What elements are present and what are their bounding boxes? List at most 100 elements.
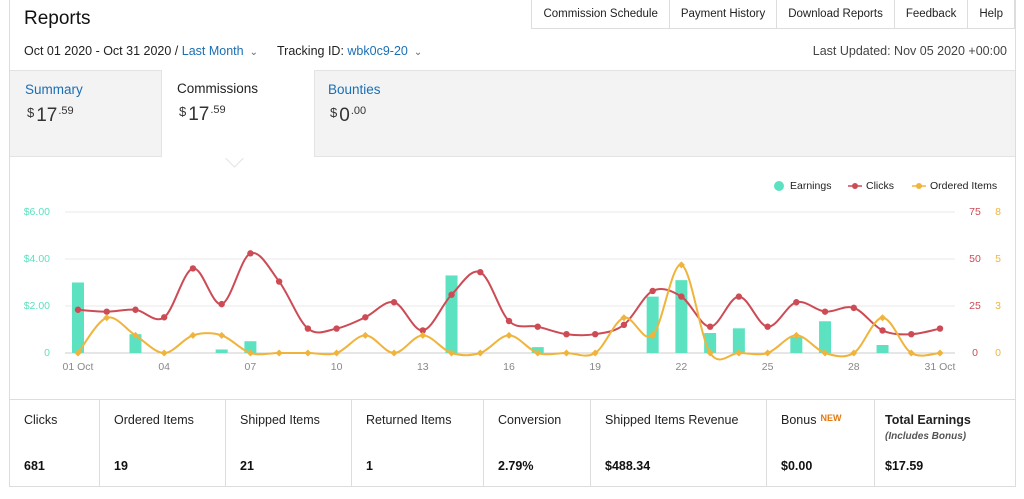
caret-icon: ⌄	[413, 47, 423, 58]
y-tick-label: 0	[44, 347, 50, 359]
point	[477, 268, 484, 276]
legend-swatch	[916, 183, 922, 189]
bar	[790, 337, 803, 353]
point	[562, 349, 570, 357]
x-tick-label: 16	[503, 361, 515, 373]
header-buttons: Commission Schedule Payment History Downlo…	[531, 0, 1015, 29]
x-tick-label: 31 Oct	[925, 361, 956, 373]
stat-value: $0.00	[781, 459, 813, 473]
x-tick-label: 13	[417, 361, 429, 373]
point	[131, 331, 139, 339]
tracking-id[interactable]: wbk0c9-20	[347, 44, 408, 58]
point	[476, 349, 484, 357]
stat: Bonus NEW $0.00	[767, 400, 875, 487]
point	[706, 323, 714, 330]
point	[534, 349, 542, 357]
period-link[interactable]: Last Month	[181, 44, 244, 58]
bar	[646, 296, 659, 353]
header-button[interactable]: Download Reports	[776, 0, 895, 29]
stat-label: Bonus NEW	[781, 413, 841, 427]
stat-label: Ordered Items	[114, 413, 194, 427]
stat-label-text: Ordered Items	[114, 413, 194, 427]
point	[161, 314, 168, 321]
currency: $	[330, 105, 338, 120]
point	[160, 349, 168, 357]
stat: Returned Items 1	[352, 400, 484, 487]
point	[879, 314, 887, 322]
point	[592, 331, 599, 338]
point	[591, 349, 599, 357]
y2-tick-label: 0	[972, 347, 978, 359]
amount-whole: 0	[339, 105, 350, 126]
point	[505, 331, 513, 339]
y-tick-label: $4.00	[24, 253, 50, 265]
point	[218, 331, 226, 339]
tab[interactable]: Bounties $0.00	[313, 71, 463, 156]
stat-label-text: Conversion	[498, 413, 562, 427]
currency: $	[179, 104, 187, 119]
amount-whole: 17	[36, 105, 58, 126]
y-tick-label: $2.00	[24, 300, 50, 312]
point	[821, 308, 829, 315]
bar	[72, 282, 84, 353]
y-tick-label: $6.00	[24, 206, 50, 218]
date-filter[interactable]: Oct 01 2020 - Oct 31 2020 / Last Month ⌄	[24, 44, 258, 58]
y2-tick-label: 50	[969, 253, 981, 265]
stat-label-text: Shipped Items	[240, 413, 320, 427]
stat: Total Earnings (Includes Bonus) $17.59	[875, 400, 1015, 487]
stat-value: 1	[366, 459, 373, 473]
header-button[interactable]: Feedback	[893, 0, 969, 29]
point	[534, 323, 541, 330]
point	[362, 314, 369, 321]
legend-label: Ordered Items	[930, 180, 997, 192]
stat-label-text: Returned Items	[366, 413, 452, 427]
point	[333, 349, 341, 357]
tab[interactable]: Commissions $17.59	[161, 70, 315, 168]
header-button[interactable]: Commission Schedule	[531, 0, 670, 29]
stat-label: Clicks	[24, 413, 57, 427]
report-card	[9, 0, 1016, 487]
header-button[interactable]: Help	[967, 0, 1015, 29]
amount-fraction: .59	[210, 104, 226, 116]
point	[907, 349, 915, 357]
page-title: Reports	[24, 8, 91, 29]
stat-label-text: Clicks	[24, 413, 58, 427]
point	[706, 349, 714, 357]
bar	[876, 345, 889, 353]
point	[649, 331, 657, 339]
tab-amount: $17.59	[179, 104, 226, 126]
stat-value: 2.79%	[498, 459, 534, 473]
stat-value: 21	[240, 459, 254, 473]
stat: Ordered Items 19	[100, 400, 226, 487]
point	[103, 308, 110, 315]
legend-swatch	[774, 181, 784, 191]
y3-tick-label: 0	[995, 347, 1001, 359]
legend-label: Earnings	[790, 180, 831, 192]
point	[850, 304, 857, 312]
stat-label: Total Earnings	[885, 413, 971, 427]
point	[764, 323, 771, 330]
bar	[819, 321, 832, 353]
stat-value: $17.59	[885, 459, 924, 473]
y3-tick-label: 5	[995, 253, 1001, 265]
line	[77, 263, 941, 361]
stat-note: (Includes Bonus)	[885, 431, 967, 442]
header-button[interactable]: Payment History	[668, 0, 778, 29]
point	[246, 349, 254, 357]
stat-label: Shipped Items Revenue	[605, 413, 738, 427]
tracking-filter[interactable]: Tracking ID: wbk0c9-20 ⌄	[277, 44, 422, 58]
stat-label: Shipped Items	[240, 413, 320, 427]
stat-label-text: Total Earnings	[885, 413, 971, 427]
last-updated: Last Updated: Nov 05 2020 +00:00	[812, 44, 1007, 58]
caret-icon: ⌄	[249, 47, 258, 58]
point	[304, 349, 312, 357]
stat-value: $488.34	[605, 459, 651, 473]
bar	[675, 280, 688, 353]
point	[908, 331, 915, 338]
point	[333, 325, 340, 332]
point	[304, 325, 312, 332]
tab[interactable]: Summary $17.59	[10, 71, 161, 156]
stat: Shipped Items 21	[226, 400, 352, 487]
point	[390, 299, 398, 306]
